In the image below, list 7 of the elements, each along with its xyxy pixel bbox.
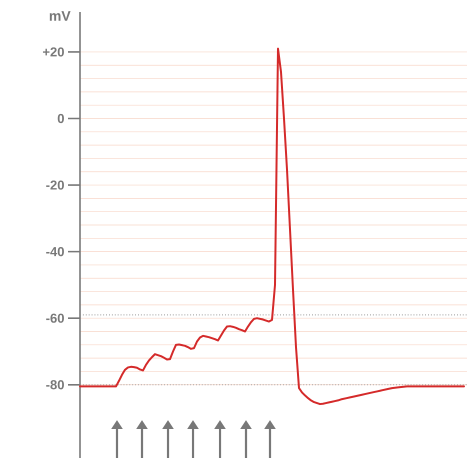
y-axis-title: mV [50,11,71,21]
y-tick-label: +20 [42,47,64,57]
y-tick-label: 0 [58,114,64,124]
y-tick-label: -40 [46,247,64,256]
y-tick-label: -60 [46,314,64,323]
y-tick-label: -80 [46,380,64,390]
y-tick-label: -20 [46,180,64,190]
